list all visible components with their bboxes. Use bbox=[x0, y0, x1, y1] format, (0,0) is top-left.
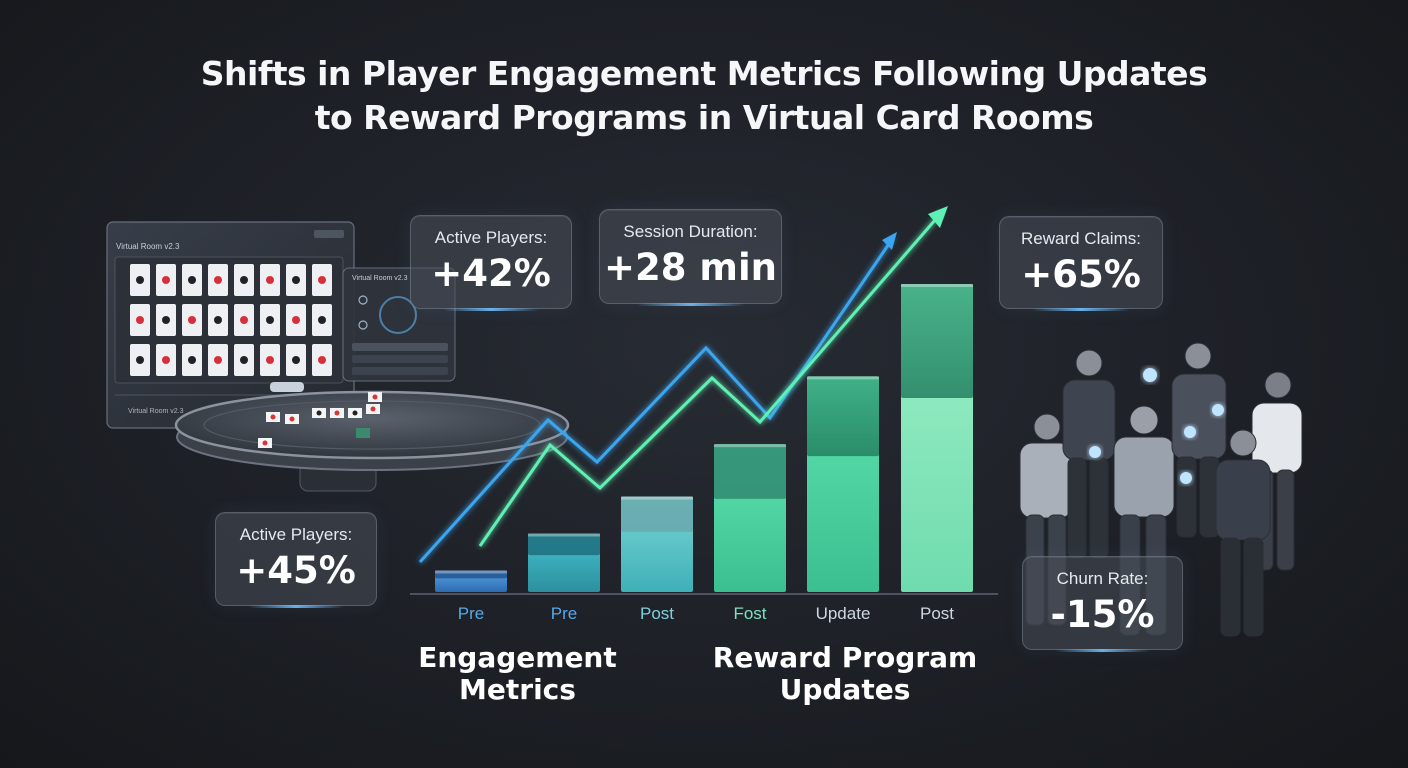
bar-2 bbox=[528, 533, 600, 592]
title-line-2: to Reward Programs in Virtual Card Rooms bbox=[314, 98, 1094, 137]
card-suit-icon bbox=[162, 316, 170, 324]
callout-label: Reward Claims: bbox=[1021, 229, 1141, 248]
card-suit-icon bbox=[188, 356, 196, 364]
callout-session-duration: Session Duration: +28 min bbox=[599, 209, 782, 306]
card-suit-icon bbox=[240, 356, 248, 364]
card-suit-icon bbox=[318, 316, 326, 324]
card-suit-icon bbox=[214, 356, 222, 364]
card-suit-icon bbox=[162, 276, 170, 284]
callout-label: Churn Rate: bbox=[1056, 569, 1149, 588]
card-suit-icon bbox=[136, 316, 144, 324]
window-footer: Virtual Room v2.3 bbox=[128, 408, 184, 415]
callout-active-players-top: Active Players: +42% bbox=[410, 215, 572, 311]
callout-label: Active Players: bbox=[434, 228, 548, 247]
category-label-1: Pre bbox=[457, 604, 485, 623]
trend-arrow-green-icon bbox=[928, 206, 948, 228]
category-label-3: Post bbox=[639, 604, 675, 623]
card-suit-icon bbox=[266, 356, 274, 364]
title-line-1: Shifts in Player Engagement Metrics Foll… bbox=[200, 54, 1208, 93]
callout-label: Session Duration: bbox=[623, 222, 758, 241]
panel-title: Virtual Room v2.3 bbox=[352, 275, 408, 282]
callout-value: +28 min bbox=[604, 246, 777, 289]
caption-line: Metrics bbox=[459, 673, 576, 706]
card-suit-icon bbox=[292, 356, 300, 364]
poker-table-icon bbox=[174, 382, 570, 492]
callout-label: Active Players: bbox=[239, 525, 353, 544]
virtual-room-window bbox=[106, 221, 355, 429]
window-title: Virtual Room v2.3 bbox=[116, 242, 180, 251]
category-label-2: Pre bbox=[550, 604, 578, 623]
caption-line: Engagement bbox=[418, 641, 617, 674]
callout-reward-claims: Reward Claims: +65% bbox=[999, 216, 1163, 311]
callout-churn-rate: Churn Rate: -15% bbox=[1022, 556, 1183, 652]
card-suit-icon bbox=[292, 276, 300, 284]
callout-value: +65% bbox=[1021, 253, 1141, 296]
playing-card-grid bbox=[130, 264, 332, 376]
category-label-6: Post bbox=[919, 604, 955, 623]
card-suit-icon bbox=[136, 356, 144, 364]
callout-value: -15% bbox=[1050, 593, 1155, 636]
bar-6 bbox=[901, 284, 973, 592]
card-suit-icon bbox=[214, 276, 222, 284]
card-suit-icon bbox=[162, 356, 170, 364]
bar-3 bbox=[621, 496, 693, 592]
category-label-5: Update bbox=[815, 604, 871, 623]
card-suit-icon bbox=[318, 276, 326, 284]
callout-value: +45% bbox=[236, 549, 356, 592]
bar-1 bbox=[435, 570, 507, 592]
page-title: Shifts in Player Engagement Metrics Foll… bbox=[0, 52, 1408, 140]
trend-arrow-blue-icon bbox=[882, 232, 897, 250]
bar-series bbox=[435, 284, 973, 592]
caption-line: Updates bbox=[779, 673, 911, 706]
bar-4 bbox=[714, 444, 786, 592]
card-suit-icon bbox=[292, 316, 300, 324]
caption-line: Reward Program bbox=[712, 641, 978, 674]
caption-reward-program-updates: Reward Program Updates bbox=[700, 642, 990, 706]
card-suit-icon bbox=[214, 316, 222, 324]
card-suit-icon bbox=[188, 276, 196, 284]
card-suit-icon bbox=[136, 276, 144, 284]
callout-value: +42% bbox=[431, 252, 551, 295]
card-suit-icon bbox=[240, 316, 248, 324]
callout-active-players-left: Active Players: +45% bbox=[215, 512, 377, 608]
card-suit-icon bbox=[240, 276, 248, 284]
card-suit-icon bbox=[188, 316, 196, 324]
category-label-4: Fost bbox=[733, 604, 767, 623]
card-suit-icon bbox=[266, 276, 274, 284]
card-suit-icon bbox=[266, 316, 274, 324]
bar-5 bbox=[807, 376, 879, 592]
caption-engagement-metrics: Engagement Metrics bbox=[400, 642, 635, 706]
trend-line-green bbox=[478, 211, 944, 547]
card-suit-icon bbox=[318, 356, 326, 364]
